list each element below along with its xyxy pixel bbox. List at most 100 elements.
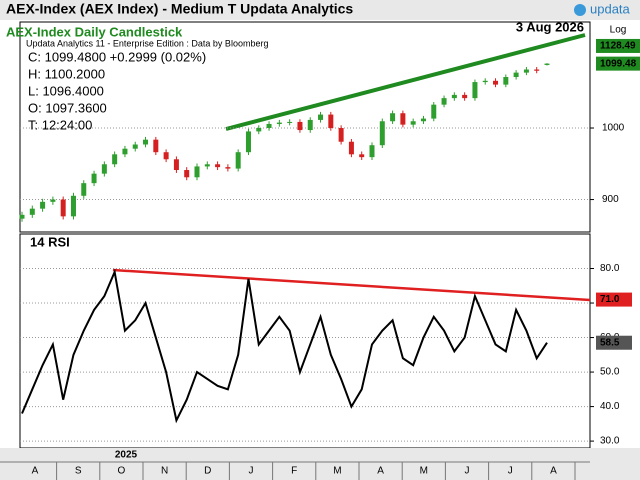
scale-label: Log <box>610 25 627 36</box>
candle-body <box>235 152 241 169</box>
date: 3 Aug 2026 <box>516 19 584 34</box>
candle-body <box>173 159 179 171</box>
x-tick-label: A <box>550 466 557 477</box>
candle-body <box>359 154 365 158</box>
candle-body <box>482 80 488 83</box>
candle-body <box>297 121 303 131</box>
x-tick-label: J <box>508 466 513 477</box>
trend-line <box>225 33 586 131</box>
candle-body <box>338 128 344 142</box>
candle-body <box>441 98 447 105</box>
rsi-title: 14 RSI <box>30 234 70 249</box>
y-tick-label: 50.0 <box>600 367 620 378</box>
readout: O: 1097.3600 <box>28 100 107 115</box>
candle-body <box>184 170 190 178</box>
candle-body <box>70 195 76 217</box>
level-label: 71.0 <box>600 294 620 305</box>
y-tick-label: 1000 <box>602 123 625 134</box>
candle-body <box>493 80 499 85</box>
readout: T: 12:24:00 <box>28 117 92 132</box>
window-title: AEX-Index (AEX Index) - Medium T Updata … <box>6 1 353 17</box>
candle-body <box>348 141 354 155</box>
candle-body <box>503 77 509 85</box>
candle-body <box>287 121 293 123</box>
rsi-line <box>21 268 548 424</box>
candle-body <box>81 183 87 196</box>
candle-body <box>276 122 282 124</box>
x-tick-label: A <box>377 466 384 477</box>
readout: H: 1100.2000 <box>28 66 105 81</box>
price-title: AEX-Index Daily Candlestick <box>6 24 183 39</box>
candle-body <box>266 123 272 129</box>
candle-body <box>112 154 118 165</box>
candle-body <box>400 113 406 125</box>
candle-body <box>204 164 210 167</box>
candle-body <box>420 118 426 122</box>
candle-body <box>307 119 313 131</box>
y-tick-label: 900 <box>602 194 619 205</box>
level-label: 58.5 <box>600 337 620 348</box>
candle-body <box>390 113 396 122</box>
level-label: 1128.49 <box>600 41 636 52</box>
candle-body <box>143 139 149 145</box>
x-tick-label: J <box>465 466 470 477</box>
title-bar <box>0 0 640 20</box>
x-tick-label: M <box>420 466 428 477</box>
logo: updata <box>590 1 631 16</box>
candle-body <box>513 72 519 78</box>
candle-body <box>245 131 251 153</box>
candle-body <box>451 94 457 99</box>
logo-icon <box>574 4 586 16</box>
candle-body <box>225 167 231 169</box>
level-box <box>596 292 632 307</box>
candle-body <box>379 121 385 146</box>
candle-body <box>29 208 35 215</box>
candle-body <box>163 152 169 160</box>
candle-body <box>132 144 138 149</box>
candle-body <box>410 121 416 125</box>
candle-body <box>462 94 468 99</box>
candle-body <box>256 128 262 132</box>
x-tick-label: N <box>161 466 168 477</box>
candle-body <box>215 164 221 168</box>
candle-body <box>472 82 478 99</box>
candle-body <box>60 199 66 217</box>
x-tick-label: D <box>204 466 211 477</box>
y-tick-label: 30.0 <box>600 436 620 447</box>
x-tick-label: A <box>32 466 39 477</box>
x-tick-label: F <box>291 466 297 477</box>
candle-body <box>431 104 437 119</box>
y-tick-label: 80.0 <box>600 263 620 274</box>
candle-body <box>101 164 107 174</box>
candle-body <box>19 214 25 219</box>
candle-body <box>194 166 200 178</box>
candle-body <box>40 201 46 209</box>
x-tick-label: S <box>75 466 82 477</box>
candle-body <box>328 114 334 129</box>
level-box <box>596 335 632 350</box>
candle-body <box>523 69 529 73</box>
readout: L: 1096.4000 <box>28 83 104 98</box>
candle-body <box>318 114 324 120</box>
x-tick-label: M <box>333 466 341 477</box>
y-tick-label: 40.0 <box>600 401 620 412</box>
candle-body <box>369 145 375 158</box>
year-label: 2025 <box>115 450 138 461</box>
level-box <box>596 38 640 53</box>
candle-body <box>50 199 56 202</box>
candle-body <box>153 139 159 153</box>
price-panel <box>19 21 591 233</box>
x-axis-bar <box>0 448 640 480</box>
candle-body <box>534 69 540 71</box>
level-box <box>596 56 640 71</box>
readout: C: 1099.4800 +0.2999 (0.02%) <box>28 49 206 64</box>
candle-body <box>91 173 97 184</box>
x-tick-label: J <box>249 466 254 477</box>
x-tick-label: O <box>118 466 126 477</box>
candle-body <box>544 63 550 65</box>
level-label: 1099.48 <box>600 58 637 69</box>
trend-line <box>112 268 591 302</box>
candle-body <box>122 148 128 155</box>
